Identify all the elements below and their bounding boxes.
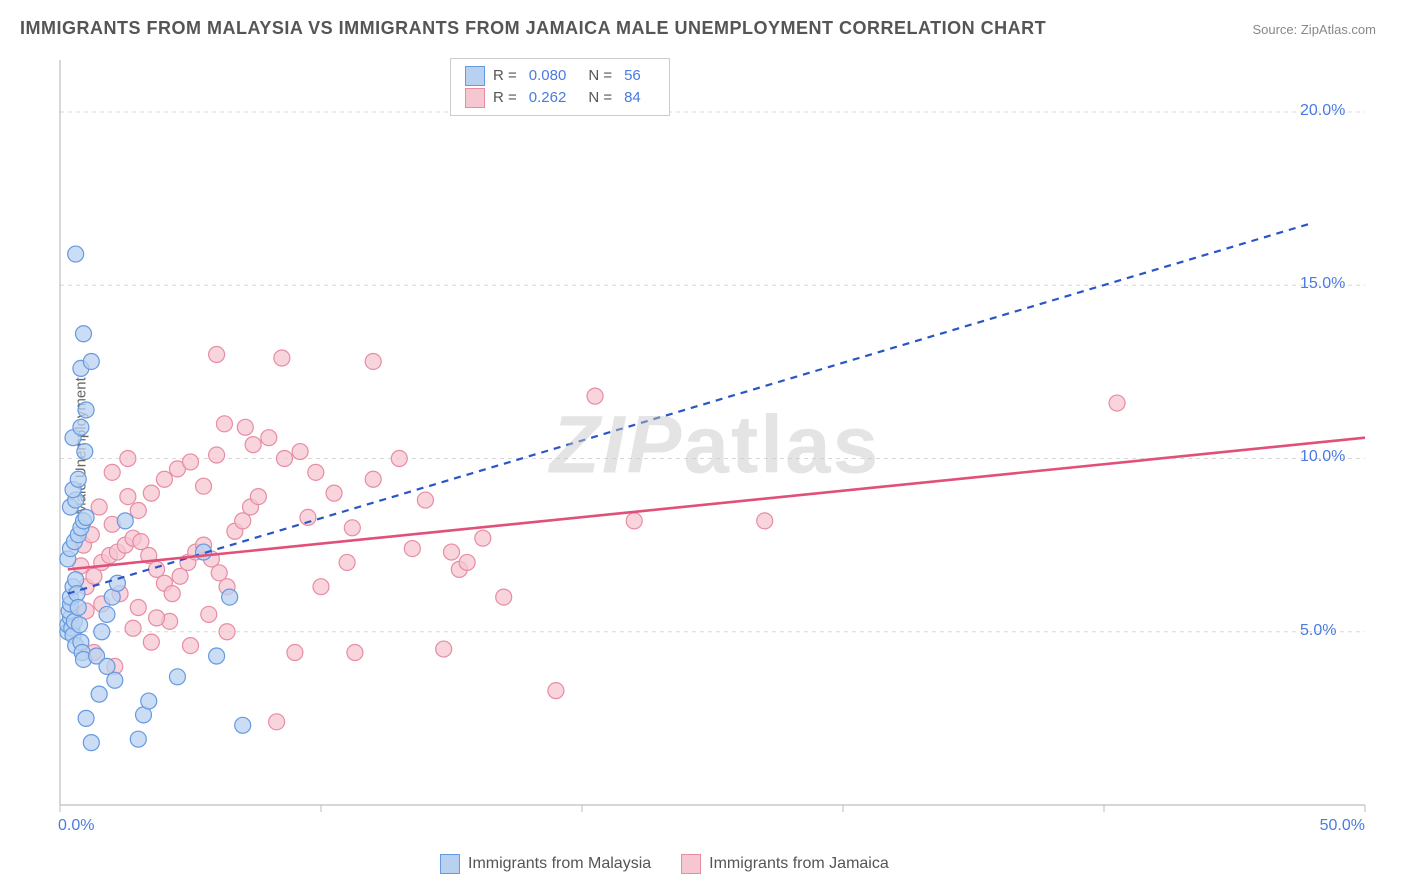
legend-label-jamaica: Immigrants from Jamaica bbox=[709, 855, 889, 873]
x-tick-0: 0.0% bbox=[58, 817, 94, 835]
n-value-1: 84 bbox=[624, 87, 641, 109]
stats-legend-row-0: R = 0.080 N = 56 bbox=[465, 65, 655, 87]
y-tick-10: 10.0% bbox=[1300, 448, 1345, 466]
chart-title: IMMIGRANTS FROM MALAYSIA VS IMMIGRANTS F… bbox=[20, 18, 1046, 39]
series-legend: Immigrants from Malaysia Immigrants from… bbox=[440, 854, 889, 874]
r-value-1: 0.262 bbox=[529, 87, 567, 109]
chart-plot-area: ZIPatlas bbox=[55, 55, 1375, 845]
stats-legend: R = 0.080 N = 56 R = 0.262 N = 84 bbox=[450, 58, 670, 116]
watermark: ZIPatlas bbox=[550, 398, 880, 492]
n-label-1: N = bbox=[588, 87, 612, 109]
stats-swatch-0 bbox=[465, 66, 485, 86]
legend-item-jamaica: Immigrants from Jamaica bbox=[681, 854, 889, 874]
legend-item-malaysia: Immigrants from Malaysia bbox=[440, 854, 651, 874]
r-label-0: R = bbox=[493, 65, 517, 87]
watermark-atlas: atlas bbox=[683, 399, 880, 490]
source-name: ZipAtlas.com bbox=[1301, 22, 1376, 37]
x-tick-50: 50.0% bbox=[1320, 817, 1365, 835]
y-tick-5: 5.0% bbox=[1300, 622, 1336, 640]
legend-label-malaysia: Immigrants from Malaysia bbox=[468, 855, 651, 873]
y-tick-15: 15.0% bbox=[1300, 275, 1345, 293]
stats-swatch-1 bbox=[465, 88, 485, 108]
legend-swatch-malaysia bbox=[440, 854, 460, 874]
watermark-zip: ZIP bbox=[550, 399, 684, 490]
y-tick-20: 20.0% bbox=[1300, 102, 1345, 120]
stats-legend-row-1: R = 0.262 N = 84 bbox=[465, 87, 655, 109]
source-label: Source: bbox=[1252, 22, 1300, 37]
r-label-1: R = bbox=[493, 87, 517, 109]
source-attribution: Source: ZipAtlas.com bbox=[1252, 22, 1376, 37]
n-label-0: N = bbox=[588, 65, 612, 87]
r-value-0: 0.080 bbox=[529, 65, 567, 87]
n-value-0: 56 bbox=[624, 65, 641, 87]
legend-swatch-jamaica bbox=[681, 854, 701, 874]
